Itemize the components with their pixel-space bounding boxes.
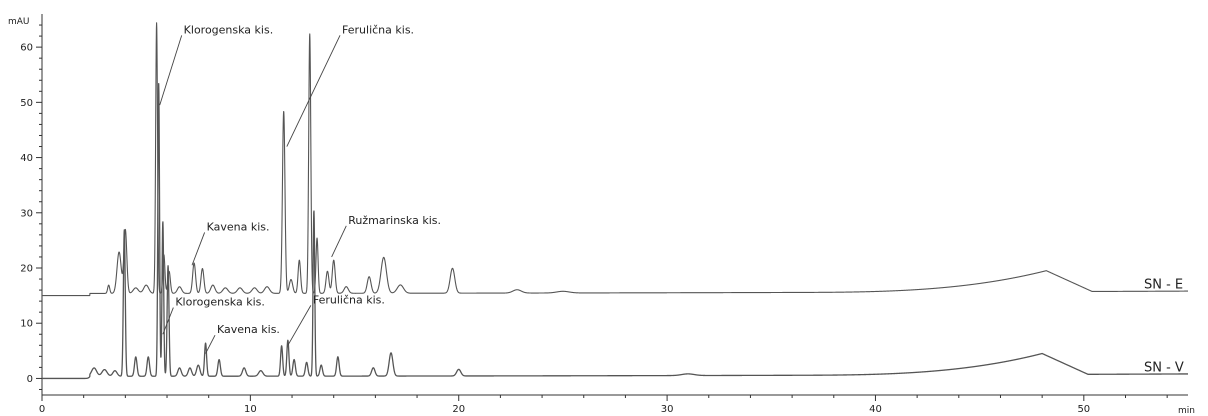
series-label: SN - E <box>1144 277 1183 292</box>
annotations: Klorogenska kis. Ferulična kis. Kavena kis… <box>159 23 441 354</box>
x-tick-label: 10 <box>244 404 257 415</box>
annotation-leader <box>331 225 347 258</box>
y-tick-label: 60 <box>20 43 33 54</box>
x-tick-label: 0 <box>39 404 45 415</box>
x-ticks: 0 10 20 30 40 50 <box>39 395 1168 415</box>
x-tick-label: 30 <box>661 404 674 415</box>
y-tick-label: 10 <box>20 319 33 330</box>
peak-annotation: Klorogenska kis. <box>184 23 274 36</box>
y-tick-label: 50 <box>20 98 33 109</box>
annotation-leader <box>205 334 216 354</box>
peak-annotation: Ferulična kis. <box>313 293 385 306</box>
series-line-1 <box>41 82 1189 380</box>
series-line-0 <box>41 22 1189 297</box>
annotation-leader <box>159 35 183 106</box>
peak-annotation: Ružmarinska kis. <box>348 214 441 227</box>
annotation-leader <box>162 307 174 335</box>
x-tick-label: 40 <box>869 404 882 415</box>
y-tick-label: 20 <box>20 264 33 275</box>
y-ticks: 0 10 20 30 40 50 60 <box>20 24 42 390</box>
peak-annotation: Kavena kis. <box>207 220 270 233</box>
x-tick-label: 20 <box>452 404 465 415</box>
peak-annotation: Kavena kis. <box>217 323 280 336</box>
series-group: SN - E SN - V <box>41 22 1189 380</box>
series-label: SN - V <box>1144 360 1184 375</box>
axes <box>41 14 1188 396</box>
annotation-leader <box>191 232 206 266</box>
annotation-leader <box>286 35 341 147</box>
peak-annotation: Ferulična kis. <box>342 23 414 36</box>
y-tick-label: 40 <box>20 153 33 164</box>
x-axis-unit-label: min <box>1178 406 1195 416</box>
x-tick-label: 50 <box>1077 404 1090 415</box>
y-tick-label: 0 <box>27 374 33 385</box>
annotation-leader <box>287 305 312 346</box>
y-tick-label: 30 <box>20 208 33 219</box>
y-axis-unit-label: mAU <box>8 17 30 27</box>
peak-annotation: Klorogenska kis. <box>175 296 265 309</box>
